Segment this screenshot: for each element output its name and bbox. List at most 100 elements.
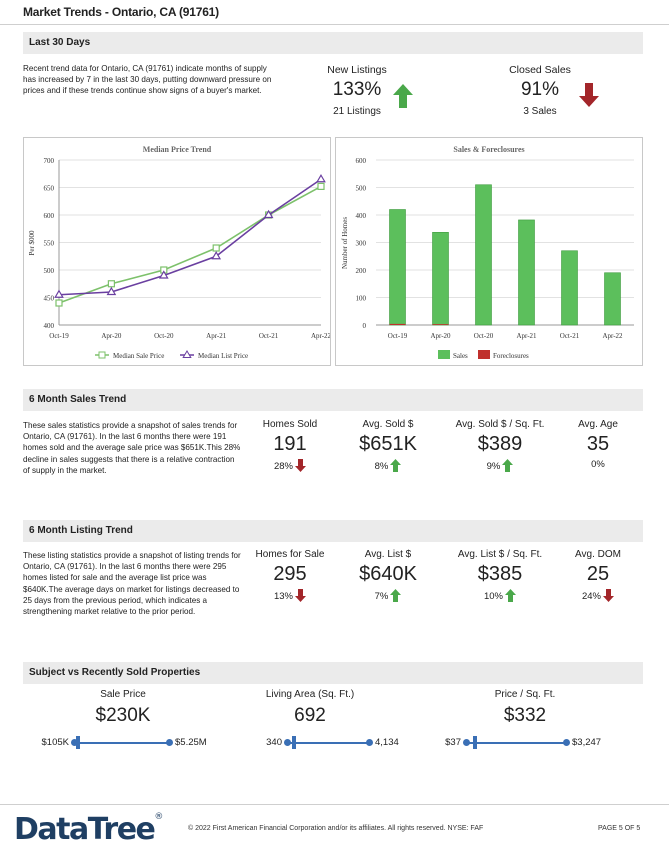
y-axis-label: Per $000: [28, 230, 36, 256]
data-point: [107, 280, 116, 288]
x-tick-label: Apr-20: [101, 332, 122, 340]
series-line: [58, 178, 322, 296]
section-header-listing-trend: 6 Month Listing Trend: [23, 520, 643, 542]
stat-value: $389: [477, 433, 523, 455]
y-tick-label: 550: [44, 240, 55, 248]
stat-change: 7%: [338, 589, 438, 602]
new-listings-value: 133%: [332, 79, 382, 100]
y-tick-label: 100: [356, 295, 367, 303]
median-price-chart-panel: Median Price Trend 700 650 600 550 500 450 400 O…: [23, 137, 332, 366]
stat-change: 28%: [240, 459, 340, 472]
title-divider: [0, 24, 669, 25]
legend-label: Sales: [453, 352, 468, 360]
comparison-value: $230K: [95, 705, 151, 726]
trend-down-arrow-icon: [579, 83, 599, 107]
subject-marker: [75, 736, 80, 749]
y-tick-label: 400: [44, 322, 55, 330]
trend-up-arrow-icon: [393, 84, 413, 108]
x-tick-label: Oct-19: [49, 332, 69, 340]
y-tick-label: 500: [356, 185, 367, 193]
stat-change: 0%: [591, 459, 605, 470]
section-header-sales-trend: 6 Month Sales Trend: [23, 389, 643, 411]
stat-label: Homes for Sale: [255, 549, 325, 560]
sales-bar: [561, 250, 578, 326]
comparison-value: 692: [294, 705, 326, 726]
stat-label: Homes Sold: [262, 419, 318, 430]
stat-change: 8%: [338, 459, 438, 472]
data-point: [158, 270, 169, 279]
foreclosure-bar: [432, 324, 449, 325]
last30-description: Recent trend data for Ontario, CA (91761…: [23, 64, 272, 96]
foreclosure-bar: [389, 323, 406, 325]
data-point: [211, 251, 222, 260]
y-tick-label: 200: [356, 267, 367, 275]
stat-label: Avg. Age: [578, 419, 618, 430]
median-price-trend-chart: Median Price Trend 700 650 600 550 500 450 400 O…: [28, 145, 332, 360]
legend-label: Median List Price: [198, 352, 248, 360]
range-track: [74, 742, 169, 744]
x-tick-label: Apr-21: [516, 332, 537, 340]
stat-value: 191: [273, 433, 307, 455]
legend-marker: [182, 350, 192, 358]
chart-title: Sales & Foreclosures: [453, 145, 524, 154]
y-tick-label: 450: [44, 295, 55, 303]
stat-value: 25: [586, 563, 610, 585]
range-max: 4,134: [375, 737, 399, 748]
page-number: PAGE 5 OF 5: [598, 825, 641, 832]
y-tick-label: 600: [44, 212, 55, 220]
stat-change: 9%: [450, 459, 550, 472]
y-tick-label: 0: [363, 322, 367, 330]
copyright-text: © 2022 First American Financial Corporat…: [188, 825, 484, 832]
range-max: $5.25M: [175, 737, 207, 748]
range-max-dot: [366, 739, 373, 746]
datatree-logo: DataTree®: [14, 812, 164, 847]
chart-title: Median Price Trend: [143, 145, 212, 154]
data-point: [54, 289, 64, 298]
comparison-label: Price / Sq. Ft.: [494, 689, 556, 700]
listing-trend-description: These listing statistics provide a snaps…: [23, 551, 241, 617]
section-header-last-30-days: Last 30 Days: [23, 32, 643, 54]
x-tick-label: Oct-21: [259, 332, 279, 340]
y-tick-label: 500: [44, 267, 55, 275]
trend-down-arrow-icon: [295, 589, 306, 602]
data-point: [106, 286, 117, 296]
y-tick-label: 700: [44, 157, 55, 165]
y-axis-label: Number of Homes: [341, 217, 349, 269]
x-tick-label: Apr-22: [602, 332, 623, 340]
range-track: [287, 742, 369, 744]
section-header-subject-vs-sold: Subject vs Recently Sold Properties: [23, 662, 643, 684]
comparison-label: Sale Price: [100, 689, 146, 700]
range-max-dot: [166, 739, 173, 746]
closed-sales-value: 91%: [520, 79, 560, 100]
trend-down-arrow-icon: [295, 459, 306, 472]
x-tick-label: Apr-20: [430, 332, 451, 340]
new-listings-label: New Listings: [327, 64, 387, 76]
range-min-dot: [463, 739, 470, 746]
subject-marker: [292, 736, 297, 749]
stat-value: $385: [477, 563, 523, 585]
section-title: Subject vs Recently Sold Properties: [29, 667, 201, 678]
data-point: [55, 299, 63, 307]
sales-trend-description: These sales statistics provide a snapsho…: [23, 421, 241, 475]
legend-marker: [98, 351, 106, 359]
stat-value: $640K: [359, 563, 417, 585]
stat-value: 35: [586, 433, 610, 455]
sales-bar: [475, 184, 492, 326]
section-title: 6 Month Listing Trend: [29, 525, 133, 536]
section-title: Last 30 Days: [29, 37, 91, 48]
range-track: [466, 742, 566, 744]
data-point: [317, 182, 325, 191]
range-min-dot: [284, 739, 291, 746]
sales-foreclosures-chart: Sales & Foreclosures 600 500 400 300 200 100 0 N…: [341, 145, 634, 360]
comparison-label: Living Area (Sq. Ft.): [265, 689, 355, 700]
legend-label: Foreclosures: [493, 352, 529, 360]
sales-bar: [518, 219, 535, 326]
stat-change: 13%: [240, 589, 340, 602]
stat-value: 295: [273, 563, 307, 585]
sales-bar: [432, 232, 449, 326]
range-max-dot: [563, 739, 570, 746]
x-tick-label: Oct-19: [388, 332, 408, 340]
stat-value: $651K: [359, 433, 417, 455]
data-point: [263, 209, 274, 219]
new-listings-sub: 21 Listings: [333, 106, 381, 117]
